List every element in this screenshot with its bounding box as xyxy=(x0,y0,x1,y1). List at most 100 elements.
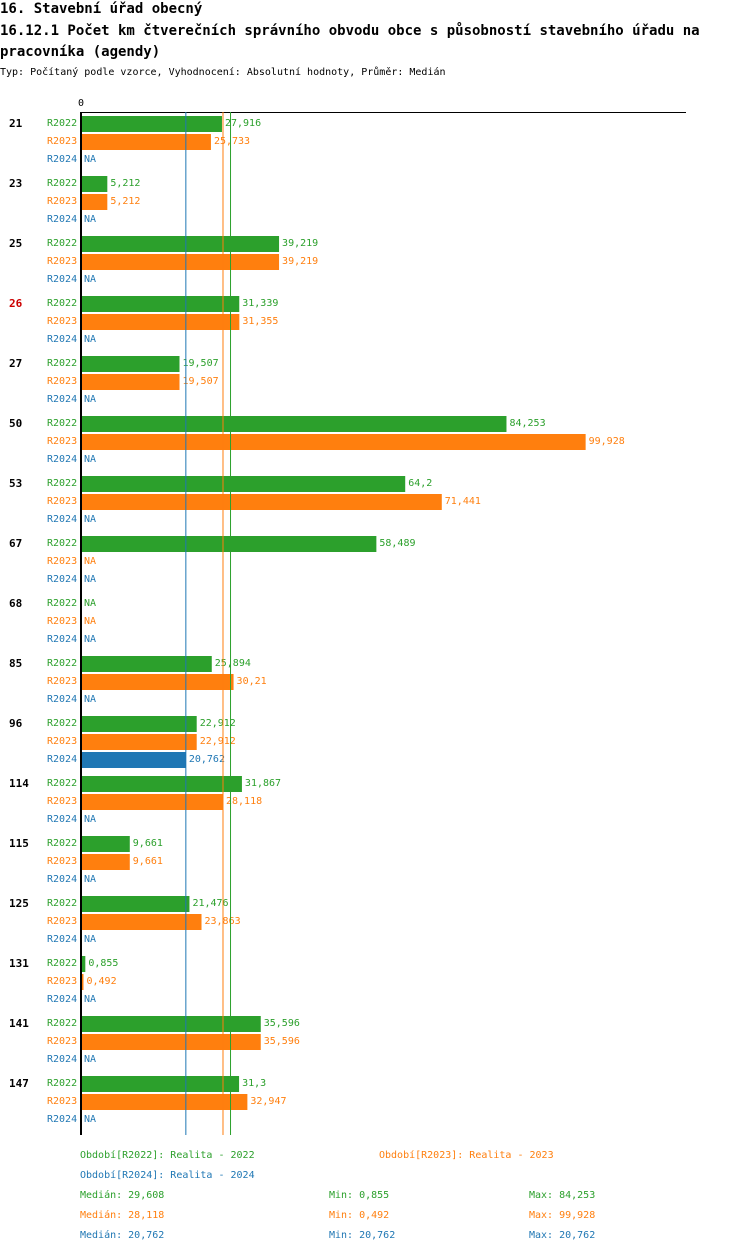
series-label: R2023 xyxy=(47,976,77,987)
data-label: NA xyxy=(84,556,96,567)
bar-chart: 0 21 R2022 27,916 R2023 25,733 R2024 NA 23 R2022 5… xyxy=(9,98,686,1135)
data-label: 31,355 xyxy=(242,316,278,327)
data-label: 35,596 xyxy=(264,1018,300,1029)
bar xyxy=(81,374,180,390)
data-label: 22,912 xyxy=(200,718,236,729)
category-label: 125 xyxy=(9,897,29,910)
bar xyxy=(81,656,212,672)
series-label: R2022 xyxy=(47,898,77,909)
data-label: NA xyxy=(84,616,96,627)
data-label: 31,3 xyxy=(242,1078,266,1089)
data-label: 39,219 xyxy=(282,256,318,267)
series-label: R2022 xyxy=(47,118,77,129)
bar xyxy=(81,734,197,750)
bar xyxy=(81,776,242,792)
data-label: NA xyxy=(84,1054,96,1065)
category-label: 147 xyxy=(9,1077,29,1090)
series-label: R2023 xyxy=(47,376,77,387)
median-r2023: Medián: 28,118 xyxy=(80,1210,165,1221)
series-label: R2024 xyxy=(47,334,77,345)
bar xyxy=(81,176,108,192)
category-label: 26 xyxy=(9,297,23,310)
data-label: 25,733 xyxy=(214,136,250,147)
data-label: 58,489 xyxy=(379,538,415,549)
bar xyxy=(81,1034,261,1050)
series-label: R2022 xyxy=(47,658,77,669)
legend-item-r2024: Období[R2024]: Realita - 2024 xyxy=(80,1170,255,1181)
category-label: 23 xyxy=(9,177,22,190)
series-label: R2024 xyxy=(47,574,77,585)
series-label: R2024 xyxy=(47,214,77,225)
series-label: R2023 xyxy=(47,616,77,627)
series-label: R2022 xyxy=(47,718,77,729)
category-label: 68 xyxy=(9,597,22,610)
category-label: 96 xyxy=(9,717,23,730)
series-label: R2022 xyxy=(47,838,77,849)
max-r2022: Max: 84,253 xyxy=(529,1190,596,1201)
data-label: 22,912 xyxy=(200,736,236,747)
series-label: R2022 xyxy=(47,958,77,969)
data-label: 5,212 xyxy=(110,178,140,189)
data-label: 39,219 xyxy=(282,238,318,249)
data-label: 25,894 xyxy=(215,658,251,669)
data-label: NA xyxy=(84,154,96,165)
category-label: 53 xyxy=(9,477,22,490)
series-label: R2023 xyxy=(47,856,77,867)
data-label: 35,596 xyxy=(264,1036,300,1047)
data-label: NA xyxy=(84,334,96,345)
data-label: 19,507 xyxy=(183,358,219,369)
data-label: 31,867 xyxy=(245,778,281,789)
series-label: R2024 xyxy=(47,814,77,825)
category-label: 21 xyxy=(9,117,23,130)
bar xyxy=(81,794,223,810)
axis-zero-label: 0 xyxy=(78,98,84,109)
series-label: R2022 xyxy=(47,178,77,189)
bar xyxy=(81,116,222,132)
category-label: 50 xyxy=(9,417,22,430)
category-label: 25 xyxy=(9,237,22,250)
bar xyxy=(81,956,86,972)
bar xyxy=(81,854,130,870)
series-label: R2022 xyxy=(47,478,77,489)
data-label: NA xyxy=(84,514,96,525)
series-label: R2023 xyxy=(47,256,77,267)
series-label: R2024 xyxy=(47,874,77,885)
bar xyxy=(81,434,586,450)
bar xyxy=(81,296,240,312)
data-label: NA xyxy=(84,1114,96,1125)
data-label: 9,661 xyxy=(133,838,163,849)
data-label: 20,762 xyxy=(189,754,225,765)
data-label: 0,492 xyxy=(86,976,116,987)
data-label: NA xyxy=(84,574,96,585)
bar xyxy=(81,254,280,270)
data-label: 27,916 xyxy=(225,118,261,129)
median-r2022: Medián: 29,608 xyxy=(80,1190,165,1201)
series-label: R2022 xyxy=(47,598,77,609)
series-label: R2023 xyxy=(47,496,77,507)
data-label: 28,118 xyxy=(226,796,262,807)
chart-type-info: Typ: Počítaný podle vzorce, Vyhodnocení:… xyxy=(0,67,446,78)
bar xyxy=(81,536,377,552)
bar xyxy=(81,896,190,912)
series-label: R2023 xyxy=(47,436,77,447)
bar xyxy=(81,974,84,990)
legend-item-r2023: Období[R2023]: Realita - 2023 xyxy=(379,1150,554,1161)
category-label: 67 xyxy=(9,537,22,550)
data-label: 84,253 xyxy=(509,418,545,429)
series-label: R2023 xyxy=(47,196,77,207)
series-label: R2023 xyxy=(47,316,77,327)
data-label: 30,21 xyxy=(237,676,267,687)
data-label: NA xyxy=(84,634,96,645)
series-label: R2023 xyxy=(47,1096,77,1107)
bar xyxy=(81,674,234,690)
bar xyxy=(81,134,211,150)
data-label: 64,2 xyxy=(408,478,432,489)
series-label: R2022 xyxy=(47,1078,77,1089)
series-label: R2024 xyxy=(47,934,77,945)
bar xyxy=(81,494,442,510)
series-label: R2023 xyxy=(47,916,77,927)
bar xyxy=(81,1094,248,1110)
data-label: 9,661 xyxy=(133,856,163,867)
max-r2024: Max: 20,762 xyxy=(529,1230,596,1241)
series-label: R2024 xyxy=(47,994,77,1005)
